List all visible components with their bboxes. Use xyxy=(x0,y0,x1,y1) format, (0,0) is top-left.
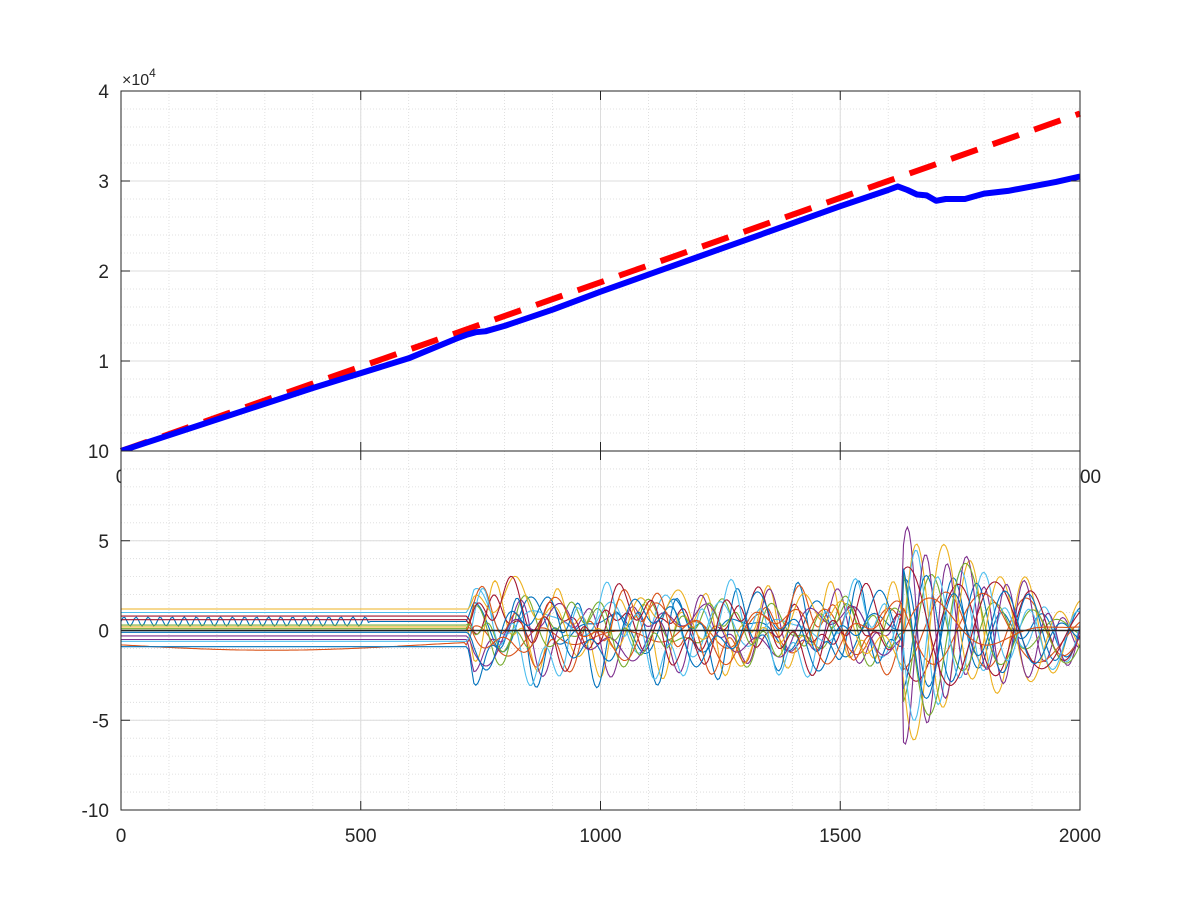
series-actual xyxy=(120,173,1081,454)
y-tick-label: 2 xyxy=(98,262,109,283)
bottom-tick-labels: 0 500 1000 1500 2000 -10 -5 0 5 xyxy=(82,532,1102,847)
signal-series xyxy=(121,554,1081,745)
signal-series xyxy=(121,549,1081,706)
y-tick-label: 0 xyxy=(98,622,109,643)
signal-series xyxy=(121,543,1081,708)
x-tick-label: 0 xyxy=(116,826,127,847)
y-tick-label: 4 xyxy=(98,82,109,103)
top-axes: 0500100015002000101234 ×104 xyxy=(88,66,1101,488)
signal-series xyxy=(121,562,1081,716)
y-tick-label: -5 xyxy=(92,711,109,732)
signal-series xyxy=(121,566,1081,686)
top-ticks xyxy=(120,90,1081,452)
x-tick-label: 500 xyxy=(345,826,377,847)
signal-series xyxy=(121,583,1081,682)
x-tick-label: 2000 xyxy=(1059,826,1101,847)
signal-series xyxy=(121,571,1081,721)
x-tick-label: 1500 xyxy=(819,826,861,847)
signal-series xyxy=(121,574,1081,702)
bottom-ticks xyxy=(120,451,1081,811)
y-tick-label: 1 xyxy=(98,352,109,373)
x-tick-label: 1000 xyxy=(579,826,621,847)
top-plot-lines xyxy=(120,110,1081,454)
signal-series xyxy=(120,591,1081,671)
y-tick-label: 5 xyxy=(98,532,109,553)
y-tick-label: 3 xyxy=(98,172,109,193)
signal-series xyxy=(120,577,1081,688)
y-tick-label: -10 xyxy=(82,801,109,822)
top-exponent-label: ×104 xyxy=(122,66,156,89)
y-tick-label: 10 xyxy=(88,442,109,463)
bottom-plot-lines xyxy=(120,525,1081,745)
exponent-base: ×10 xyxy=(122,72,149,89)
signal-series xyxy=(121,568,1081,700)
bottom-axes: 0 500 1000 1500 2000 -10 -5 0 5 xyxy=(82,450,1102,847)
exponent-power: 4 xyxy=(149,66,156,80)
series-reference xyxy=(120,110,1081,454)
signal-series xyxy=(121,543,1081,741)
